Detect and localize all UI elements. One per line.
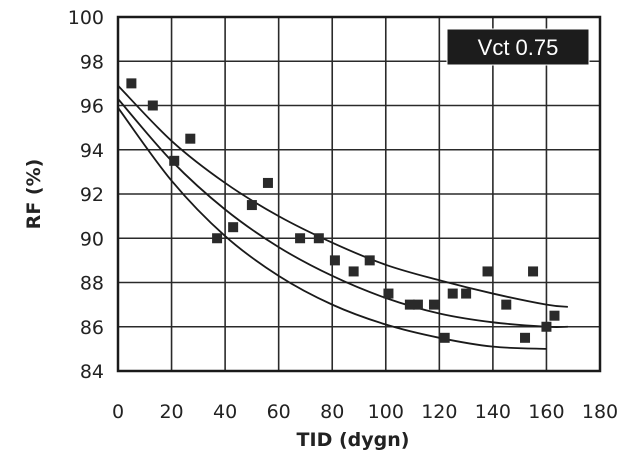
x-tick-label: 100: [368, 401, 404, 423]
data-point: [549, 310, 560, 321]
data-point: [169, 155, 180, 166]
trend-curve-2: [117, 98, 568, 328]
plot-frame: [116, 15, 602, 373]
data-point: [228, 222, 239, 233]
data-point: [412, 299, 423, 310]
data-point: [528, 266, 539, 277]
x-tick-label: 180: [582, 401, 618, 423]
data-point: [383, 288, 394, 299]
data-point: [482, 266, 493, 277]
data-point: [428, 299, 439, 310]
data-point: [461, 288, 472, 299]
data-point: [329, 255, 340, 266]
y-tick-label: 88: [80, 273, 104, 295]
data-point: [313, 233, 324, 244]
data-point: [439, 332, 450, 343]
x-tick-label: 60: [267, 401, 291, 423]
x-tick-label: 160: [528, 401, 564, 423]
y-tick-label: 96: [80, 96, 104, 118]
annotation-badge: Vct 0.75: [446, 28, 590, 66]
x-tick-label: 40: [213, 401, 237, 423]
x-tick-label: 20: [159, 401, 183, 423]
y-tick-label: 86: [80, 317, 104, 339]
x-tick-label: 120: [421, 401, 457, 423]
data-point: [348, 266, 359, 277]
x-tick-label: 80: [320, 401, 344, 423]
y-tick-label: 90: [80, 228, 104, 250]
data-points: [126, 78, 560, 343]
trend-curve-3: [117, 107, 547, 350]
y-tick-label: 92: [80, 184, 104, 206]
y-tick-label: 100: [68, 7, 104, 29]
y-tick-label: 84: [80, 361, 104, 383]
data-point: [246, 200, 257, 211]
y-tick-label: 94: [80, 140, 104, 162]
data-point: [126, 78, 137, 89]
x-tick-labels: 0 20 40 60 80 100 120 140 160 180: [112, 401, 618, 423]
data-point: [364, 255, 375, 266]
y-tick-labels: 84 86 88 90 92 94 96 98 100: [68, 7, 104, 383]
data-point: [447, 288, 458, 299]
y-axis-title: RF (%): [23, 159, 45, 230]
grid: [117, 16, 601, 372]
data-point: [147, 100, 158, 111]
x-tick-label: 140: [475, 401, 511, 423]
data-point: [295, 233, 306, 244]
data-point: [262, 177, 273, 188]
annotation-text: Vct 0.75: [478, 35, 559, 60]
y-tick-label: 98: [80, 51, 104, 73]
data-point: [404, 299, 415, 310]
trend-curves: [117, 84, 568, 350]
data-point: [501, 299, 512, 310]
x-axis-title: TID (dygn): [297, 429, 410, 451]
data-point: [212, 233, 223, 244]
data-point: [185, 133, 196, 144]
x-tick-label: 0: [112, 401, 124, 423]
trend-curve-1: [117, 84, 568, 308]
data-point: [520, 332, 531, 343]
data-point: [541, 321, 552, 332]
